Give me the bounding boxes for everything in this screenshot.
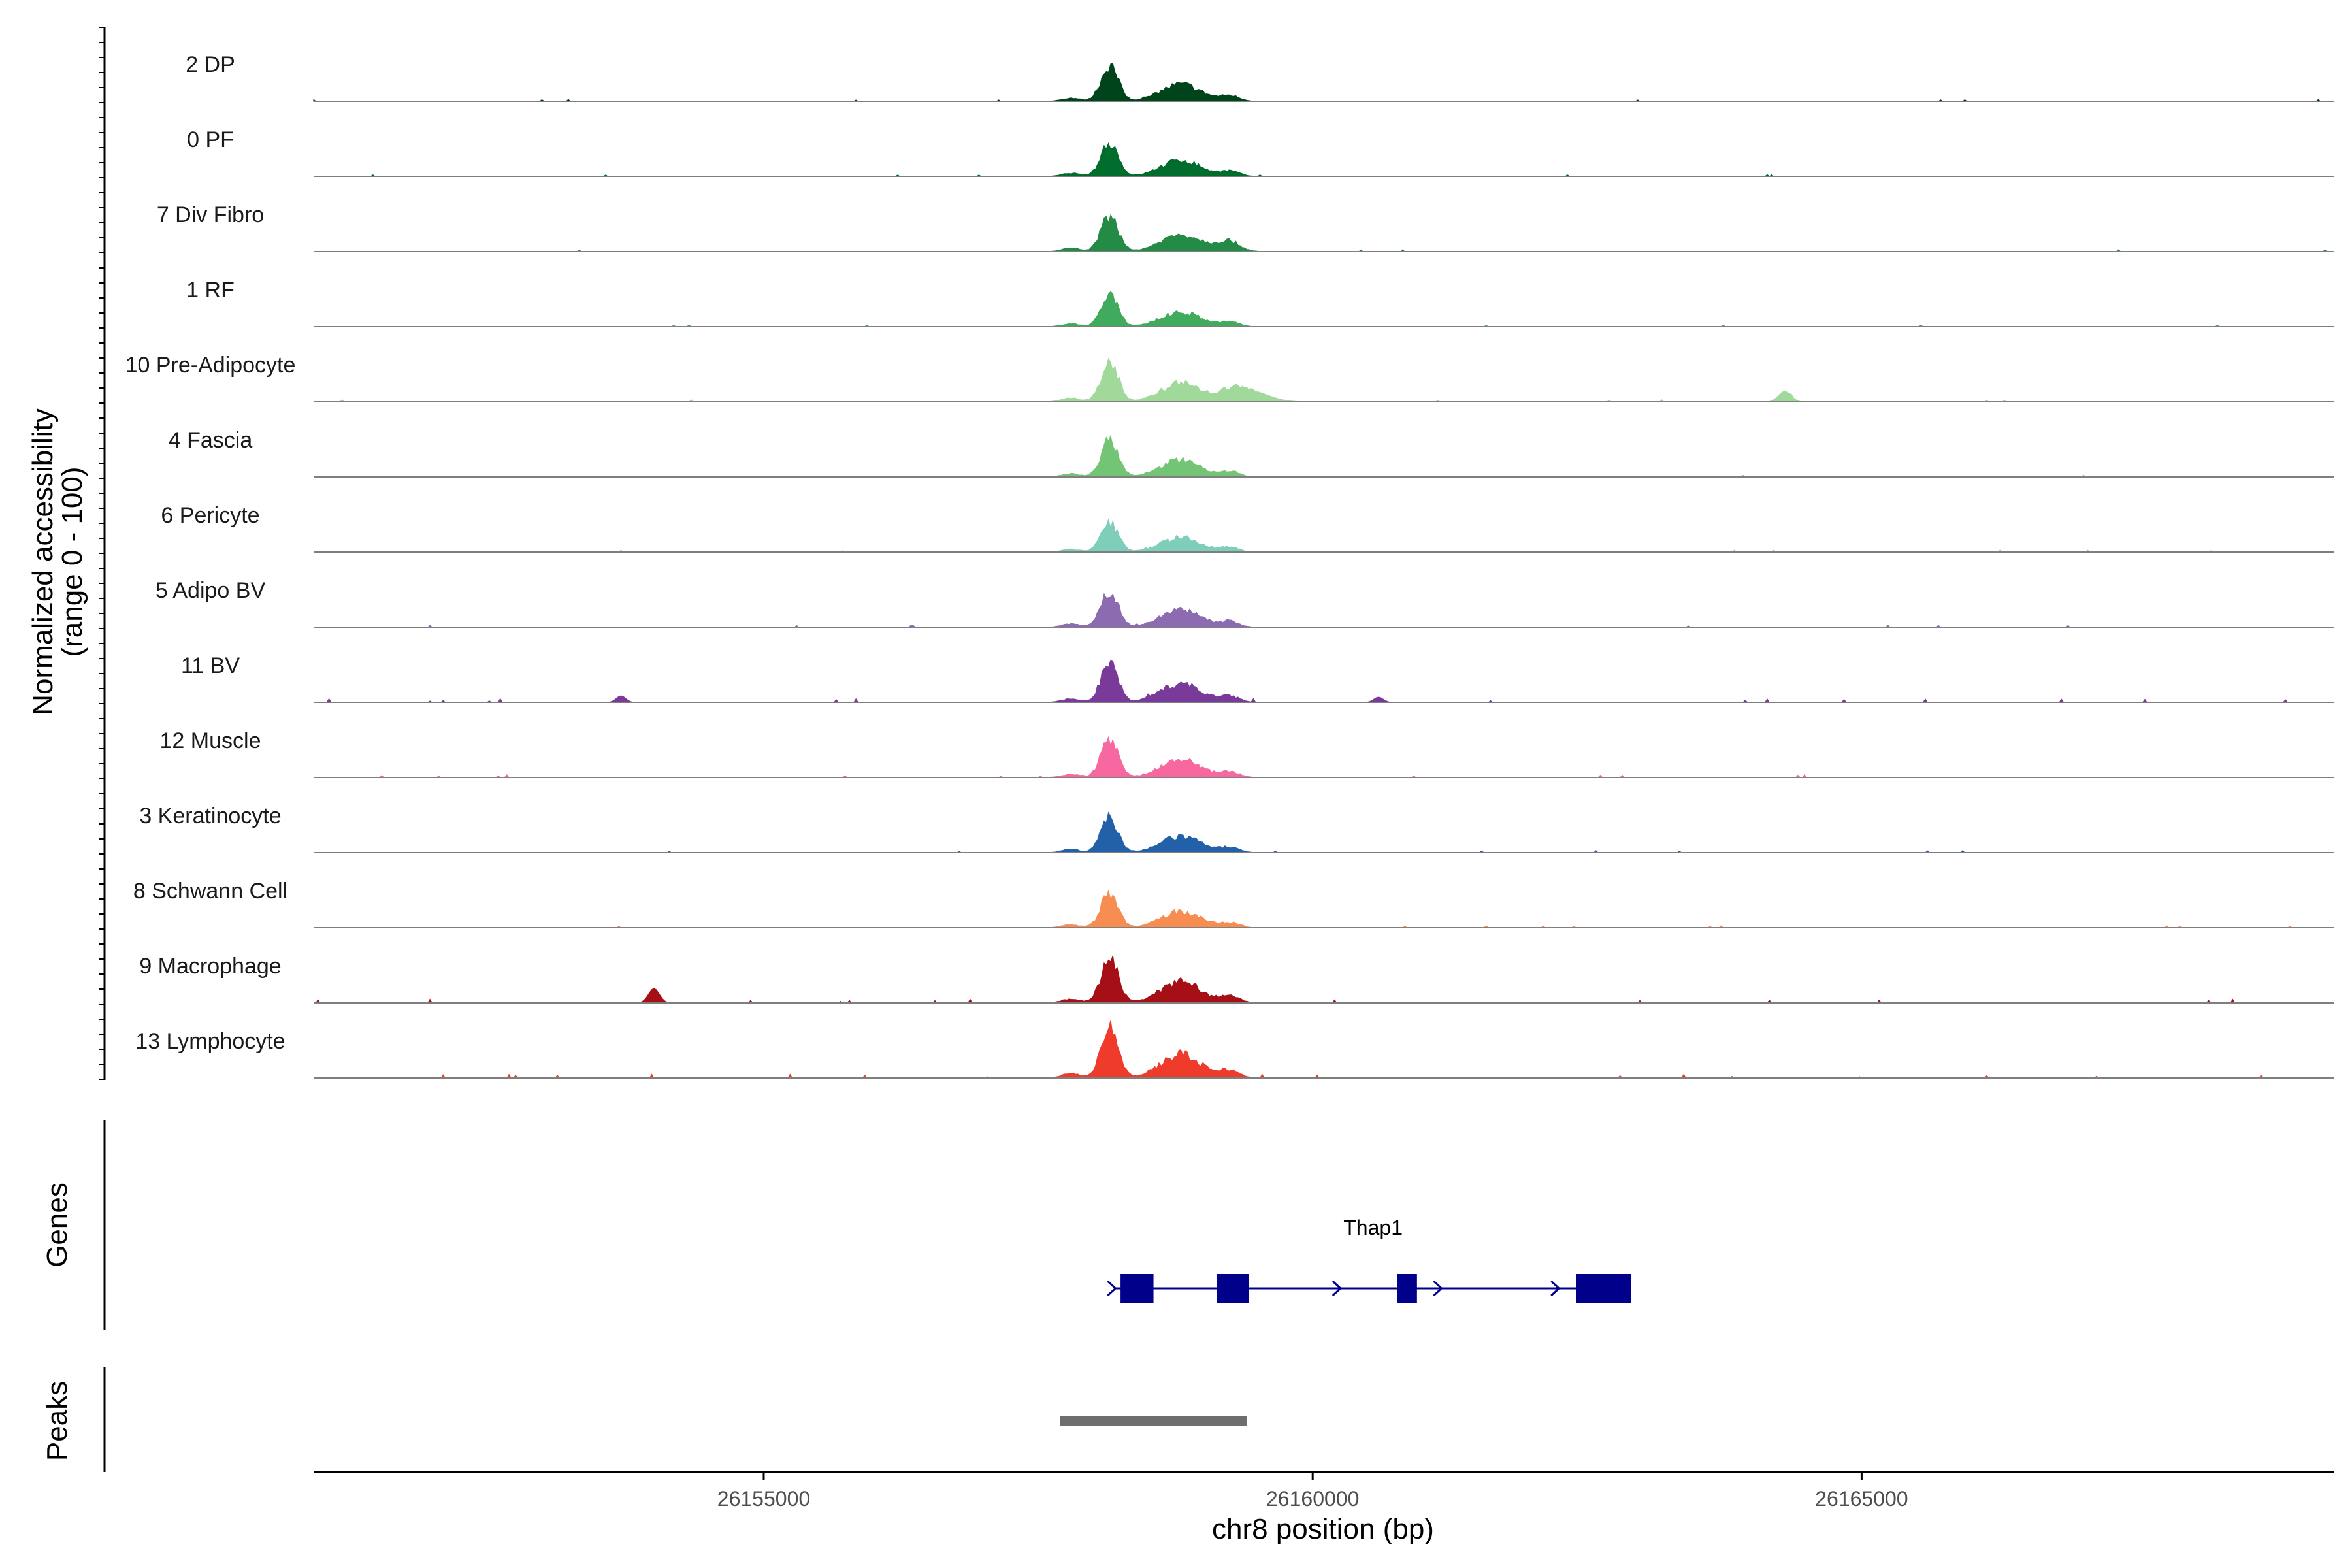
- peak-track: [1060, 1416, 1247, 1426]
- track-5-adipo-bv: 5 Adipo BV: [155, 578, 2334, 628]
- track-12-muscle: 12 Muscle: [160, 728, 2334, 778]
- track-label: 9 Macrophage: [139, 954, 281, 979]
- coverage-area: [314, 1020, 2334, 1079]
- gene-name-label: Thap1: [1343, 1216, 1403, 1239]
- track-3-keratinocyte: 3 Keratinocyte: [139, 804, 2334, 853]
- peaks-panel-label: Peaks: [41, 1381, 73, 1461]
- strand-arrow: [1107, 1280, 1117, 1297]
- track-label: 2 DP: [186, 52, 235, 77]
- track-2-dp: 2 DP: [186, 52, 2334, 102]
- gene-exon: [1120, 1274, 1154, 1303]
- coverage-y-axis: [99, 27, 106, 1080]
- coverage-area: [314, 142, 2334, 177]
- track-13-lymphocyte: 13 Lymphocyte: [135, 1020, 2334, 1079]
- x-tick-label: 26165000: [1815, 1487, 1908, 1511]
- track-label: 8 Schwann Cell: [133, 879, 287, 904]
- gene-track: Thap1: [1107, 1216, 1631, 1303]
- track-label: 13 Lymphocyte: [135, 1029, 285, 1054]
- track-label: 1 RF: [186, 278, 235, 302]
- track-4-fascia: 4 Fascia: [169, 428, 2334, 478]
- coverage-area: [314, 357, 2334, 402]
- coverage-tracks: 2 DP 0 PF 7 Div Fibro 1 RF 10 Pre-Adipocyte 4…: [125, 52, 2334, 1079]
- gene-exon: [1397, 1274, 1417, 1303]
- coverage-area: [314, 291, 2334, 327]
- track-label: 0 PF: [187, 127, 234, 152]
- strand-arrow: [1433, 1280, 1443, 1297]
- track-label: 6 Pericyte: [161, 503, 259, 528]
- track-9-macrophage: 9 Macrophage: [139, 954, 2334, 1004]
- x-tick-label: 26155000: [717, 1487, 810, 1511]
- x-tick-label: 26160000: [1266, 1487, 1359, 1511]
- coverage-area: [314, 593, 2334, 628]
- track-0-pf: 0 PF: [187, 127, 2334, 177]
- track-10-pre-adipocyte: 10 Pre-Adipocyte: [125, 353, 2334, 402]
- coverage-area: [314, 434, 2334, 478]
- track-8-schwann-cell: 8 Schwann Cell: [133, 879, 2334, 928]
- gene-exon: [1576, 1274, 1631, 1303]
- track-label: 10 Pre-Adipocyte: [125, 353, 296, 378]
- track-label: 4 Fascia: [169, 428, 253, 453]
- y-axis-title-line2: (range 0 - 100): [56, 466, 88, 657]
- coverage-area: [313, 63, 2334, 102]
- coverage-area: [314, 518, 2334, 553]
- track-7-div-fibro: 7 Div Fibro: [157, 203, 2334, 252]
- track-1-rf: 1 RF: [186, 278, 2334, 327]
- coverage-area: [314, 659, 2334, 703]
- y-axis-title-line1: Normalized accessibility: [27, 408, 59, 715]
- coverage-area: [314, 889, 2334, 928]
- track-label: 11 BV: [181, 653, 240, 678]
- coverage-area: [314, 811, 2334, 853]
- track-11-bv: 11 BV: [181, 653, 2334, 703]
- coverage-area: [314, 954, 2334, 1004]
- strand-arrow: [1331, 1280, 1343, 1297]
- peak-region: [1060, 1416, 1247, 1426]
- strand-arrow: [1550, 1280, 1561, 1297]
- track-label: 3 Keratinocyte: [139, 804, 281, 828]
- x-axis-ticks: 26155000 26160000 26165000: [717, 1472, 1908, 1511]
- track-label: 12 Muscle: [160, 728, 261, 753]
- genes-panel-label: Genes: [41, 1183, 73, 1267]
- track-label: 5 Adipo BV: [155, 578, 266, 603]
- coverage-area: [314, 214, 2334, 252]
- x-axis-title: chr8 position (bp): [1212, 1513, 1434, 1545]
- coverage-area: [314, 736, 2334, 778]
- gene-exon: [1217, 1274, 1249, 1303]
- track-label: 7 Div Fibro: [157, 203, 264, 227]
- track-6-pericyte: 6 Pericyte: [161, 503, 2334, 553]
